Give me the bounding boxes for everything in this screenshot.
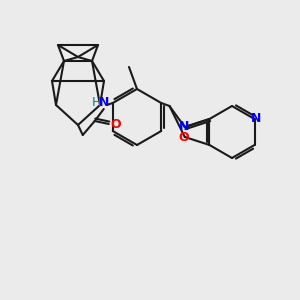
Text: H: H — [92, 97, 101, 110]
Text: O: O — [110, 118, 121, 131]
Text: N: N — [178, 119, 189, 133]
Text: N: N — [251, 112, 262, 124]
Text: O: O — [178, 131, 189, 145]
Text: N: N — [99, 95, 109, 109]
